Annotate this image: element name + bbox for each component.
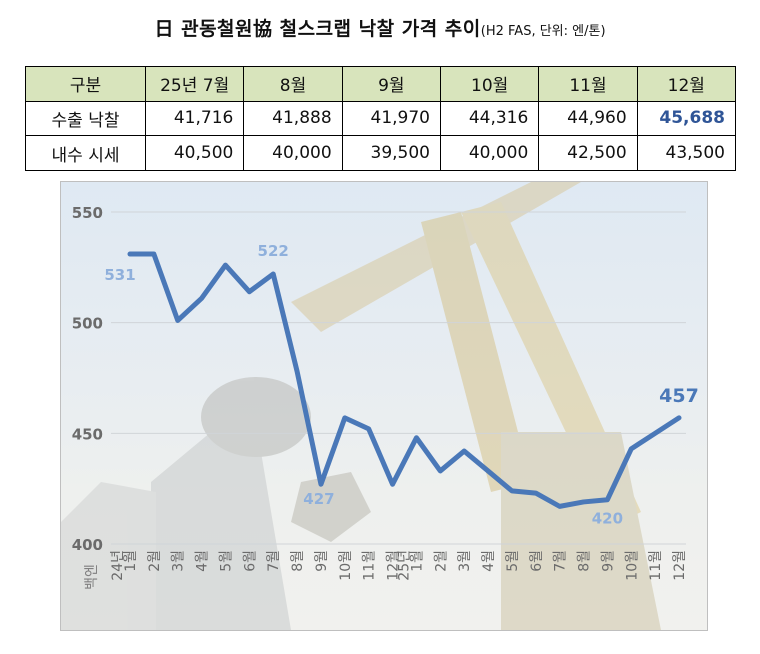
series-line-path bbox=[127, 251, 682, 509]
table-cell: 44,316 bbox=[439, 100, 540, 137]
table-cell: 41,888 bbox=[243, 100, 343, 137]
data-label: 427 bbox=[303, 490, 334, 508]
series-line bbox=[127, 251, 682, 509]
y-axis-label: 백엔 bbox=[84, 564, 100, 590]
table-cell: 43,500 bbox=[636, 135, 737, 171]
chart-canvas: 400 450 500 550 1월 2월 3월 4월 5월 6월 7월 8월 9월 10월 11월 12월… bbox=[61, 182, 699, 630]
y-tick-label: 550 bbox=[72, 204, 103, 222]
title-text: 日 관동철원協 철스크랩 낙찰 가격 추이 bbox=[154, 18, 481, 40]
x-tick-label: 1월 bbox=[123, 550, 139, 572]
column-header: 10월 bbox=[439, 66, 540, 102]
x-tick-label: 10월 bbox=[338, 550, 354, 581]
y-tick-label: 500 bbox=[72, 315, 103, 333]
x-tick-label: 2월 bbox=[147, 550, 163, 572]
table-cell: 40,500 bbox=[144, 135, 245, 171]
x-tick-label: 9월 bbox=[314, 550, 330, 572]
x-tick-label: 11월 bbox=[648, 550, 664, 581]
table-row-export: 수출 낙찰 41,716 41,888 41,970 44,316 44,960… bbox=[25, 100, 737, 137]
column-header: 9월 bbox=[341, 66, 441, 102]
x-tick-label: 7월 bbox=[553, 550, 569, 572]
data-label: 522 bbox=[258, 242, 289, 260]
x-tick-label: 10월 bbox=[624, 550, 640, 581]
title-unit: (H2 FAS, 단위: 엔/톤) bbox=[480, 24, 606, 39]
data-label: 531 bbox=[104, 266, 135, 284]
x-tick-label: 11월 bbox=[362, 550, 378, 581]
table-cell: 40,000 bbox=[243, 135, 343, 171]
row-label: 수출 낙찰 bbox=[25, 100, 146, 137]
column-header: 12월 bbox=[636, 66, 737, 102]
table-cell: 44,960 bbox=[538, 100, 638, 137]
x-tick-label: 2월 bbox=[433, 550, 449, 572]
column-header: 8월 bbox=[243, 66, 343, 102]
y-axis-ticks: 400 450 500 550 bbox=[72, 204, 103, 554]
x-tick-label: 3월 bbox=[457, 550, 473, 572]
x-tick-label: 5월 bbox=[218, 550, 234, 572]
x-tick-label: 6월 bbox=[529, 550, 545, 572]
x-tick-label: 8월 bbox=[290, 550, 306, 572]
column-header: 25년 7월 bbox=[144, 66, 245, 102]
y-tick-label: 400 bbox=[72, 536, 103, 554]
x-tick-label: 12월 bbox=[386, 550, 402, 581]
table-header-row: 구분 25년 7월 8월 9월 10월 11월 12월 bbox=[25, 66, 737, 102]
table-cell-highlight: 45,688 bbox=[636, 100, 737, 137]
x-tick-label: 9월 bbox=[600, 550, 616, 572]
price-line-chart: 400 450 500 550 1월 2월 3월 4월 5월 6월 7월 8월 9월 10월 11월 12월… bbox=[60, 181, 708, 631]
x-tick-label: 7월 bbox=[266, 550, 282, 572]
x-axis-ticks: 1월 2월 3월 4월 5월 6월 7월 8월 9월 10월 11월 12월 1월 2월 3월 4월 5월 6월 7… bbox=[110, 550, 688, 581]
table-cell: 42,500 bbox=[538, 135, 638, 171]
x-tick-label: 4월 bbox=[481, 550, 497, 572]
chart-background-photo bbox=[61, 182, 661, 630]
data-label: 420 bbox=[592, 510, 623, 528]
gridlines bbox=[111, 211, 686, 545]
y-tick-label: 450 bbox=[72, 425, 103, 443]
x-tick-label: 4월 bbox=[195, 550, 211, 572]
data-label: 457 bbox=[659, 385, 699, 407]
table-cell: 40,000 bbox=[439, 135, 540, 171]
x-year-label: 24년 bbox=[110, 550, 126, 581]
table-cell: 39,500 bbox=[341, 135, 441, 171]
data-labels: 531 522 427 420 457 bbox=[104, 242, 698, 528]
table-cell: 41,716 bbox=[144, 100, 245, 137]
x-tick-label: 5월 bbox=[505, 550, 521, 572]
x-tick-label: 6월 bbox=[242, 550, 258, 572]
x-tick-label: 12월 bbox=[672, 550, 688, 581]
row-label: 내수 시세 bbox=[25, 135, 146, 171]
x-tick-label: 1월 bbox=[409, 550, 425, 572]
column-header: 11월 bbox=[538, 66, 638, 102]
x-tick-label: 3월 bbox=[171, 550, 187, 572]
table-row-domestic: 내수 시세 40,500 40,000 39,500 40,000 42,500… bbox=[25, 135, 737, 171]
table-corner-cell: 구분 bbox=[25, 66, 146, 102]
page-title: 日 관동철원協 철스크랩 낙찰 가격 추이(H2 FAS, 단위: 엔/톤) bbox=[0, 14, 760, 41]
price-table: 구분 25년 7월 8월 9월 10월 11월 12월 수출 낙찰 41,716… bbox=[25, 66, 737, 171]
x-year-label: 25년 bbox=[396, 550, 412, 581]
table-cell: 41,970 bbox=[341, 100, 441, 137]
x-tick-label: 8월 bbox=[577, 550, 593, 572]
